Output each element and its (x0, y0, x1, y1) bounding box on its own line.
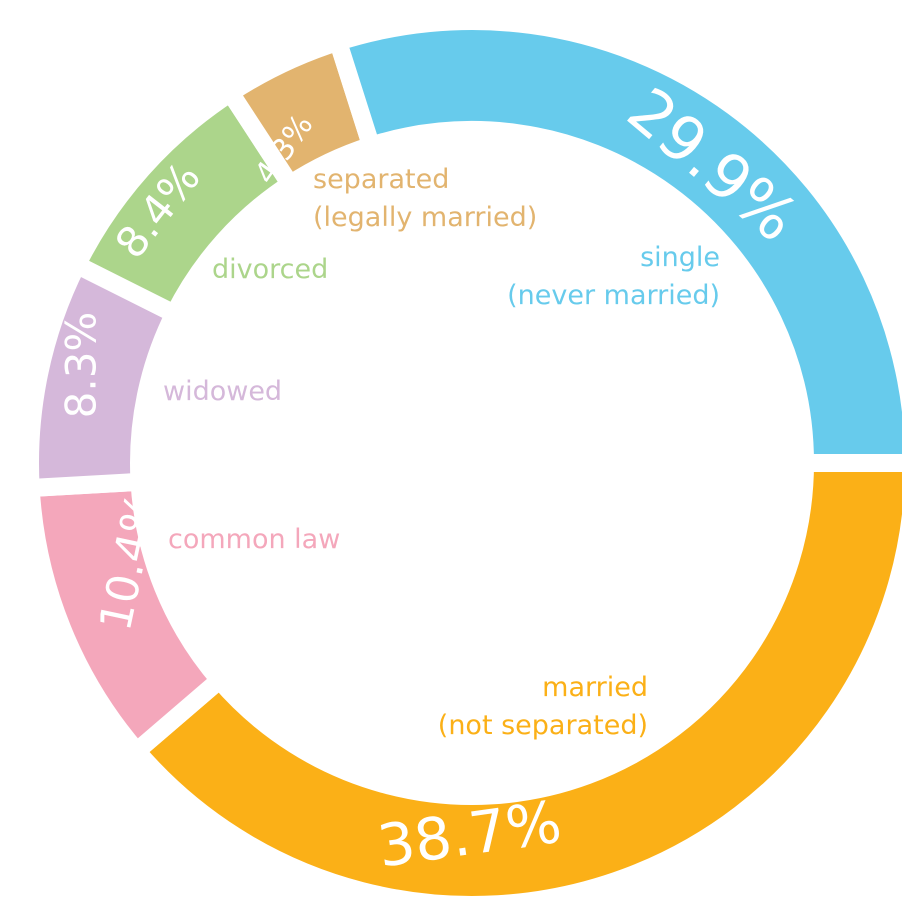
category-line: widowed (163, 376, 282, 407)
category-label: common law (168, 524, 340, 555)
donut-segment (124, 454, 902, 905)
category-label: widowed (163, 376, 282, 407)
category-label: married (not separated) (438, 672, 648, 741)
category-line: (never married) (507, 280, 720, 311)
category-label: separated (legally married) (313, 164, 537, 233)
category-line: common law (168, 524, 340, 555)
category-label: single (never married) (507, 242, 720, 311)
value-label: 8.3% (57, 312, 106, 419)
donut-segment (326, 12, 902, 472)
category-label: divorced (212, 254, 328, 285)
category-line: (not separated) (438, 710, 648, 741)
category-line: single (640, 242, 720, 273)
category-line: divorced (212, 254, 328, 285)
category-line: separated (313, 164, 449, 195)
category-line: (legally married) (313, 202, 537, 233)
category-line: married (542, 672, 648, 703)
